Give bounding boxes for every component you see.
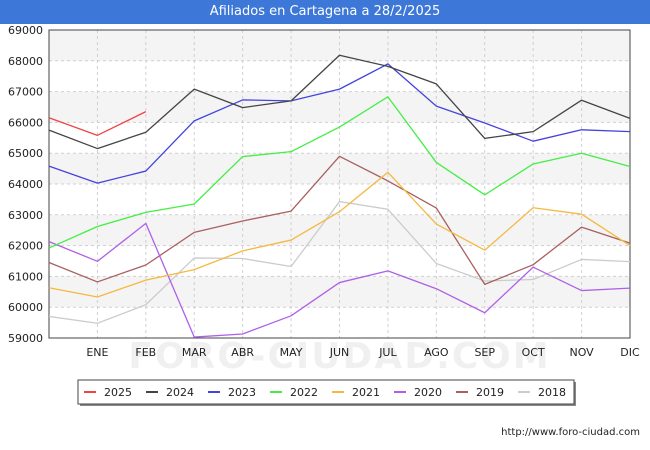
x-tick-label: ENE xyxy=(86,346,108,359)
series-line-2021 xyxy=(48,171,631,298)
series-line-2025 xyxy=(48,111,147,136)
series-line-2023 xyxy=(48,63,631,184)
x-tick-label: MAY xyxy=(280,346,303,359)
legend-label-2025: 2025 xyxy=(104,386,132,399)
series-line-2024 xyxy=(48,54,631,150)
y-tick-label: 59000 xyxy=(8,332,43,345)
x-tick-label: FEB xyxy=(135,346,156,359)
x-tick-label: OCT xyxy=(522,346,545,359)
x-tick-label: SEP xyxy=(474,346,495,359)
series-line-2019 xyxy=(48,155,631,286)
y-tick-label: 66000 xyxy=(8,116,43,129)
source-url[interactable]: http://www.foro-ciudad.com xyxy=(501,427,640,438)
legend-label-2022: 2022 xyxy=(290,386,318,399)
x-tick-label: MAR xyxy=(182,346,207,359)
y-tick-label: 61000 xyxy=(8,270,43,283)
series-line-2018 xyxy=(48,200,631,324)
legend-label-2024: 2024 xyxy=(166,386,194,399)
y-tick-label: 60000 xyxy=(8,301,43,314)
plot-area-frame xyxy=(48,29,631,339)
x-tick-label: NOV xyxy=(569,346,594,359)
y-tick-label: 62000 xyxy=(8,240,43,253)
legend-label-2018: 2018 xyxy=(538,386,566,399)
y-tick-label: 63000 xyxy=(8,209,43,222)
x-tick-label: JUL xyxy=(378,346,397,359)
x-tick-label: AGO xyxy=(424,346,449,359)
legend-label-2019: 2019 xyxy=(476,386,504,399)
watermark: FORO-CIUDAD.COM xyxy=(128,336,550,377)
series-line-2020 xyxy=(48,222,631,338)
y-tick-label: 68000 xyxy=(8,55,43,68)
x-tick-label: ABR xyxy=(231,346,254,359)
y-tick-label: 64000 xyxy=(8,178,43,191)
y-tick-label: 69000 xyxy=(8,24,43,37)
legend-label-2021: 2021 xyxy=(352,386,380,399)
x-tick-label: JUN xyxy=(329,346,350,359)
y-tick-label: 65000 xyxy=(8,147,43,160)
x-tick-label: DIC xyxy=(620,346,640,359)
chart-title: Afiliados en Cartagena a 28/2/2025 xyxy=(0,0,650,24)
legend-label-2023: 2023 xyxy=(228,386,256,399)
y-tick-label: 67000 xyxy=(8,86,43,99)
series-line-2022 xyxy=(48,96,631,249)
legend-box xyxy=(77,379,575,405)
legend-label-2020: 2020 xyxy=(414,386,442,399)
